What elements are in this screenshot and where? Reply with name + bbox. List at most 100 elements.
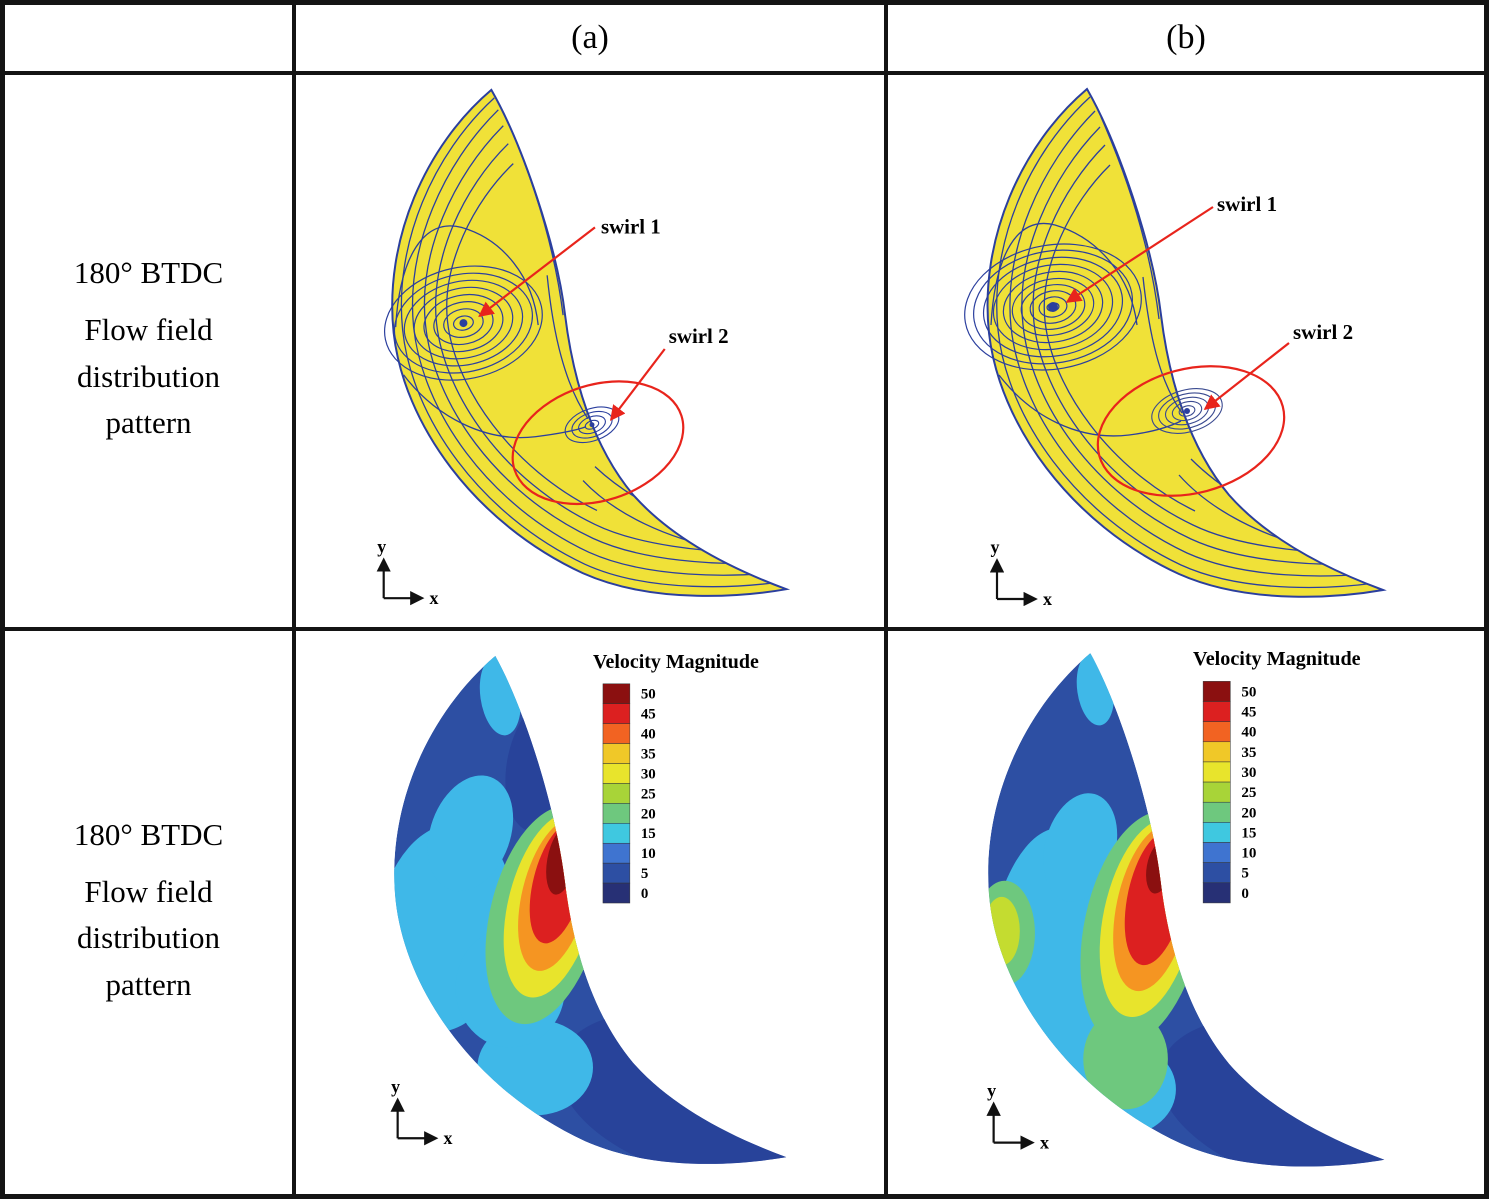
swirl-2-label: swirl 2: [1293, 320, 1353, 344]
row-title: 180° BTDC: [73, 255, 224, 291]
swirl-1-label: swirl 1: [601, 214, 661, 238]
legend-value: 45: [1241, 705, 1256, 721]
swirl-1-core: [1048, 302, 1058, 312]
legend-swatch: [602, 842, 631, 864]
row-label-streamline: 180° BTDC Flow field distribution patter…: [5, 75, 296, 631]
legend-value: 45: [641, 707, 656, 723]
swirl-1-label: swirl 1: [1217, 192, 1277, 216]
legend-value: 50: [641, 687, 656, 703]
legend-value: 20: [1241, 805, 1256, 821]
vortex-ring: [992, 263, 1114, 351]
legend-swatch: [1202, 842, 1231, 863]
legend-swatch: [602, 763, 631, 784]
vortex-ring: [1029, 290, 1077, 324]
legend-value: 5: [1241, 866, 1249, 882]
swirl-1-arrow: [478, 226, 596, 318]
x-axis-label: x: [1040, 1133, 1049, 1153]
legend-value: 5: [641, 866, 648, 882]
panel-streamline-b: swirl 1 swirl 2 y x: [888, 75, 1484, 631]
col-a-label: (a): [571, 19, 609, 56]
panel-contour-b: Velocity Magnitude 50 45 40 35 30 25 20 15 10 5 0 …: [888, 631, 1484, 1194]
streamline-path: [423, 125, 753, 565]
vortex-ring: [452, 315, 474, 331]
swirl-2-highlight-ellipse: [1096, 365, 1286, 497]
streamline-plot-b: swirl 1 swirl 2 y x: [964, 87, 1387, 609]
contour-region-yellow-green: [988, 896, 1020, 966]
panel-streamline-a: swirl 1 swirl 2 y x: [296, 75, 888, 631]
swirl-2-label: swirl 2: [669, 324, 729, 348]
vortex-ring: [1178, 405, 1196, 417]
vortex-ring: [973, 249, 1133, 365]
x-axis-label: x: [443, 1128, 452, 1148]
y-axis-label: y: [987, 1080, 996, 1100]
streamline-path: [998, 374, 1182, 437]
swirl-1-vortex: [383, 265, 543, 381]
streamline-path: [411, 109, 767, 576]
swirl-2-highlight-ellipse: [511, 380, 685, 506]
streamline-path: [446, 163, 598, 512]
swirl-2-arrow: [1203, 342, 1290, 410]
legend-swatch: [1202, 781, 1231, 803]
streamline-path: [546, 275, 589, 420]
panel-contour-a: Velocity Magnitude 50 45 40 35 30 25 20 15 10 5 0 …: [296, 631, 888, 1194]
legend-value: 35: [1241, 745, 1256, 761]
swirl-2-core: [589, 422, 595, 428]
x-axis-label: x: [1043, 589, 1052, 609]
legend-value: 50: [1241, 684, 1256, 700]
vortex-ring: [413, 286, 514, 360]
swirl-1-core: [459, 319, 468, 328]
swirl-2-arrow: [609, 348, 666, 421]
streamline-path: [1032, 144, 1337, 554]
legend-value: 40: [641, 727, 656, 743]
legend-swatch: [1202, 761, 1231, 783]
legend-value: 10: [641, 846, 656, 862]
legend-value: 25: [1241, 785, 1256, 801]
swirl-1-arrow: [1065, 206, 1214, 303]
y-axis-label: y: [991, 537, 1000, 557]
legend-value: 0: [641, 886, 648, 902]
streamline-plot-a: swirl 1 swirl 2 y x: [376, 88, 791, 608]
legend-value: 10: [1241, 846, 1256, 862]
coordinate-axes: y x: [986, 1080, 1049, 1153]
legend-value: 40: [1241, 725, 1256, 741]
legend-value: 35: [641, 747, 656, 763]
legend-swatch: [1202, 801, 1231, 823]
legend-title: Velocity Magnitude: [1193, 648, 1361, 670]
coordinate-axes: y x: [390, 1076, 452, 1148]
vortex-ring: [964, 243, 1142, 371]
chamber-outline: [391, 88, 791, 597]
legend-swatch: [602, 882, 631, 904]
streamline-path: [400, 97, 779, 588]
coordinate-axes: y x: [989, 537, 1052, 609]
vortex-ring: [403, 279, 524, 367]
vortex-ring: [1002, 270, 1104, 344]
header-col-a: (a): [296, 5, 888, 75]
vortex-ring: [982, 256, 1124, 358]
legend-swatch: [602, 783, 631, 804]
row-subtitle: Flow field distribution pattern: [77, 873, 220, 1002]
y-axis-label: y: [377, 536, 386, 556]
vortex-ring: [443, 308, 484, 338]
vortex-ring: [578, 415, 606, 435]
header-empty-cell: [5, 5, 296, 75]
coordinate-axes: y x: [376, 536, 439, 608]
legend-swatch: [1202, 721, 1231, 743]
legend-swatch: [1202, 862, 1231, 884]
legend-swatch: [1202, 681, 1231, 702]
streamline-path: [1009, 110, 1364, 577]
row-title: 180° BTDC: [73, 816, 224, 852]
streamline-path: [1142, 276, 1183, 414]
streamline-path: [996, 96, 1376, 589]
vortex-ring: [383, 265, 543, 381]
legend-value: 30: [641, 766, 656, 782]
header-col-b: (b): [888, 5, 1484, 75]
vortex-ring: [1171, 400, 1203, 422]
legend-value: 15: [1241, 825, 1256, 841]
vortex-ring: [584, 419, 600, 430]
vortex-ring: [1151, 388, 1223, 434]
legend-swatch: [602, 743, 631, 764]
